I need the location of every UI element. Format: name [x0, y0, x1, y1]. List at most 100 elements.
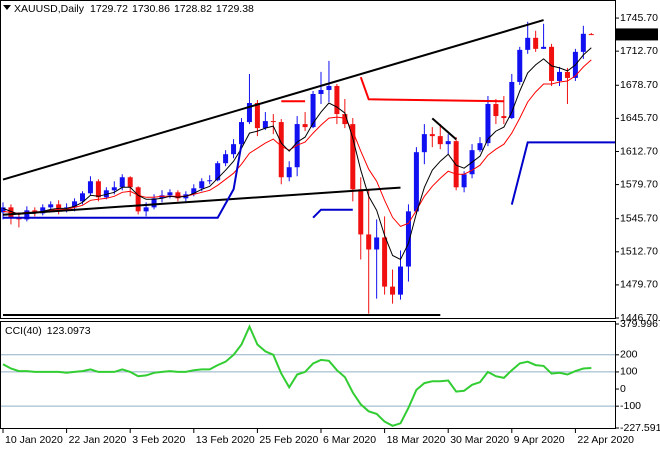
- y-tick-label: 1612.70: [620, 145, 658, 157]
- candle-body: [549, 46, 555, 81]
- moving-average: [2, 47, 592, 261]
- candle-body: [525, 37, 531, 50]
- candle-body: [429, 134, 435, 137]
- candle-body: [350, 124, 356, 190]
- candle-body: [127, 177, 133, 188]
- candle-body: [485, 104, 491, 144]
- trend-line: [3, 144, 243, 219]
- candle-body: [80, 193, 85, 202]
- price-box-label: 1729.38: [620, 28, 658, 40]
- y-tick-label: 1712.70: [620, 45, 658, 57]
- candle-body: [509, 81, 515, 119]
- y-tick-label: 1645.70: [620, 112, 658, 124]
- candle-body: [159, 195, 165, 199]
- candle-body: [270, 121, 276, 123]
- candle-body: [135, 187, 141, 212]
- candle-body: [405, 211, 411, 267]
- trend-line: [2, 19, 544, 181]
- price-box: [616, 28, 658, 41]
- y-tick-label: 1545.70: [620, 212, 658, 224]
- candle-body: [262, 121, 268, 129]
- candle-body: [382, 237, 388, 287]
- candle-body: [477, 143, 483, 151]
- x-tick-label: 3 Feb 2020: [132, 434, 185, 446]
- axes: 1745.70 1712.70 1678.70 1645.70 1612.70 1579.…: [2, 12, 660, 446]
- x-tick-label: 25 Feb 2020: [259, 434, 318, 446]
- candle-body: [87, 181, 93, 194]
- candle-body: [517, 49, 523, 82]
- cci-title: CCI(40): [5, 325, 42, 337]
- candle-body: [48, 204, 54, 208]
- candle-body: [398, 266, 403, 295]
- candle-body: [207, 180, 213, 182]
- y-tick-label: 1446.70: [620, 312, 658, 324]
- candle-body: [390, 286, 396, 295]
- cci-tick-label: 200: [620, 349, 638, 361]
- x-tick-label: 9 Apr 2020: [514, 434, 565, 446]
- y-tick-label: 1512.70: [620, 246, 658, 258]
- candle-body: [16, 218, 22, 220]
- candle-body: [326, 85, 332, 90]
- candle-body: [231, 144, 237, 155]
- candle-body: [56, 204, 62, 209]
- candle-body: [557, 71, 562, 81]
- candle-body: [215, 163, 221, 181]
- trend-line: [2, 186, 401, 216]
- candle-body: [541, 46, 547, 49]
- candle-body: [119, 177, 125, 188]
- candle-body: [151, 198, 157, 208]
- trend-line: [510, 141, 615, 205]
- cci-header: CCI(40) 123.0973: [5, 325, 91, 337]
- x-tick-label: 13 Feb 2020: [196, 434, 255, 446]
- price-frame: [0, 0, 616, 319]
- candle-body: [191, 188, 197, 195]
- cci-tick-label: -227.591: [620, 422, 660, 434]
- last-open: 1729.72: [90, 3, 128, 15]
- y-tick-label: 1479.70: [620, 279, 658, 291]
- candle-body: [564, 71, 570, 78]
- last-high: 1730.86: [132, 3, 170, 15]
- candle-body: [167, 192, 173, 196]
- candle-body: [286, 167, 292, 178]
- x-tick-label: 30 Mar 2020: [450, 434, 509, 446]
- candle-body: [95, 181, 101, 198]
- candle-body: [342, 114, 348, 125]
- candle-body: [413, 152, 419, 212]
- trend-line: [312, 208, 353, 219]
- candle-body: [588, 34, 594, 36]
- cci-tick-label: 379.9967: [620, 318, 660, 330]
- cci-tick-label: 100: [620, 366, 638, 378]
- candle-body: [453, 141, 459, 188]
- candle-body: [533, 37, 539, 49]
- candle-body: [175, 192, 181, 199]
- x-tick-label: 18 Mar 2020: [387, 434, 446, 446]
- candle-body: [40, 207, 46, 214]
- y-tick-label: 1579.70: [620, 178, 658, 190]
- cci-frame: [0, 321, 616, 429]
- candle-body: [72, 201, 78, 208]
- cci-plot: [0, 324, 615, 427]
- x-tick-label: 22 Jan 2020: [69, 434, 127, 446]
- candle-body: [246, 103, 252, 123]
- candle-body: [445, 141, 451, 145]
- y-tick-label: 1678.70: [620, 79, 658, 91]
- candle-body: [580, 33, 586, 52]
- last-low: 1728.82: [174, 3, 212, 15]
- candle-body: [143, 207, 149, 212]
- last-close: 1729.38: [216, 3, 254, 15]
- y-tick-label: 1745.70: [620, 12, 658, 24]
- candle-body: [501, 116, 507, 119]
- candle-body: [461, 174, 467, 188]
- candle-body: [64, 207, 70, 209]
- cci-last: 123.0973: [47, 325, 91, 337]
- candle-body: [111, 187, 117, 191]
- menu-triangle[interactable]: [3, 5, 11, 10]
- candle-body: [374, 237, 380, 250]
- cci-tick-label: -100: [620, 400, 641, 412]
- candle-body: [493, 104, 499, 117]
- trend-line: [359, 76, 504, 103]
- candle-body: [310, 93, 316, 128]
- candle-body: [421, 134, 427, 153]
- moving-average: [2, 59, 592, 227]
